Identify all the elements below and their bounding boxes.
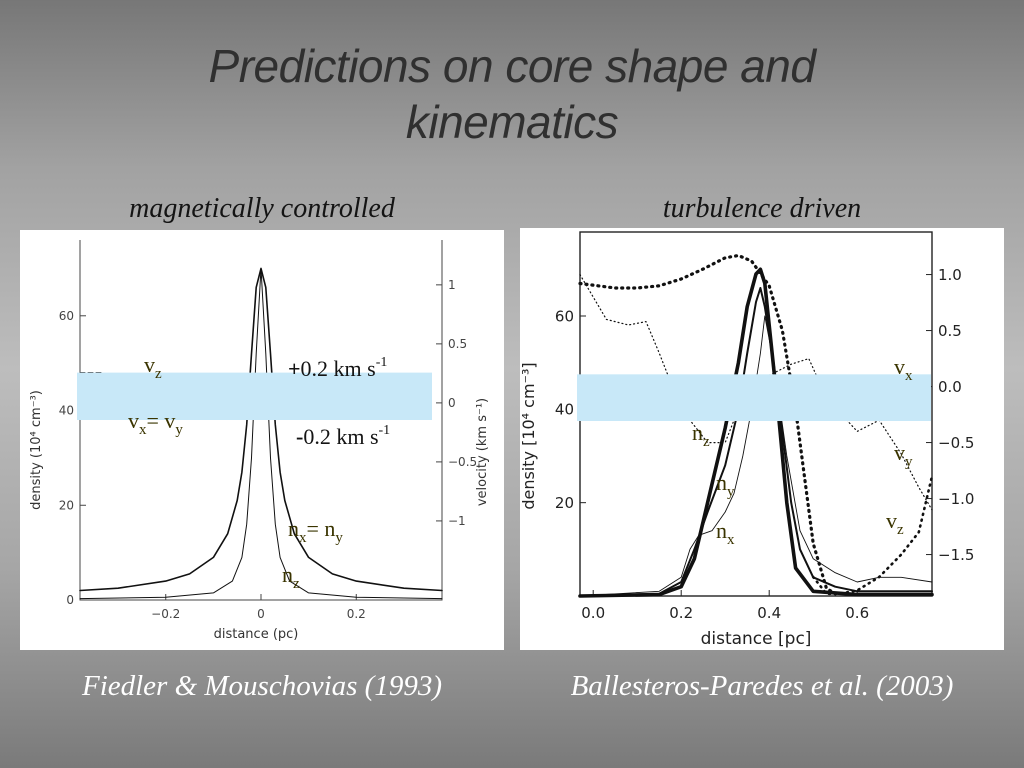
right-ny-label: ny [716, 470, 735, 500]
right-subtitle: turbulence driven [662, 193, 862, 224]
y-tick-label: 40 [555, 401, 574, 419]
y2-tick-label: −1 [448, 514, 466, 528]
right-chart-svg: 0.0 0.2 0.4 0.6204060−1.5−1.0−0.50.00.51.0 … [520, 231, 974, 649]
left-chart-lines [79, 267, 443, 600]
x-tick-label: 0 [257, 607, 265, 621]
left-chart-axes: −0.2 0 0.2 0 20 40 60 −1 −0.5 0 0.5 1 [59, 240, 477, 621]
y-tick-label: 40 [59, 404, 74, 418]
right-chart-axes: 0.0 0.2 0.4 0.6 20 40 60 −1.5 −1.0 −0.5 0.0 0.5 1.0 [555, 231, 974, 622]
left-chart-svg: −0.2 0 0.2 0 20 40 60 −1 −0.5 0 0.5 1 density (10⁴ … [29, 240, 490, 642]
right-xlabel: distance [pc] [701, 629, 812, 649]
left-chart-panel: −0.2 0 0.2 0 20 40 60 −1 −0.5 0 0.5 1 density (10⁴ … [20, 230, 504, 650]
y2-tick-label: 0.5 [938, 322, 962, 340]
slide-title: Predictions on core shape and kinematics [112, 38, 912, 150]
y-tick-label: 60 [59, 309, 74, 323]
series-line-ny [579, 287, 933, 597]
series-line-nz [578, 267, 934, 598]
y2-tick-label: −0.5 [938, 434, 974, 452]
right-overlay-band [577, 374, 931, 421]
left-vz-label: vz [144, 352, 162, 382]
y2-tick-label: 0.0 [938, 378, 962, 396]
left-nx-ny-label: nx= ny [288, 516, 343, 546]
series-line-vx [578, 253, 837, 596]
left-nz-label: nz [282, 562, 300, 592]
x-tick-label: 0.2 [347, 607, 366, 621]
left-plus-velocity-label: +0.2 km s-1 [288, 355, 387, 381]
left-overlay-band [77, 372, 432, 420]
y2-tick-label: −0.5 [448, 455, 477, 469]
y2-tick-label: −1.0 [938, 490, 974, 508]
left-xlabel: distance (pc) [214, 627, 299, 642]
left-citation: Fiedler & Mouschovias (1993) [81, 670, 442, 702]
x-tick-label: 0.4 [757, 604, 781, 622]
right-vy-label: vy [894, 440, 913, 470]
x-tick-label: 0.0 [581, 604, 605, 622]
y2-tick-label: 0.5 [448, 337, 467, 351]
x-tick-label: 0.2 [669, 604, 693, 622]
right-citation: Ballesteros-Paredes et al. (2003) [570, 670, 954, 702]
series-line-vz [811, 474, 934, 596]
x-tick-label: 0.6 [845, 604, 869, 622]
right-chart-panel: 0.0 0.2 0.4 0.6 20 40 60 −1.5 −1.0 −0.5 0.0 0.5 1.0 … [520, 228, 1004, 650]
series-line-nz [79, 267, 443, 600]
y2-tick-label: −1.5 [938, 546, 974, 564]
right-chart-lines [578, 253, 934, 598]
series-line-nx [579, 315, 933, 597]
slide-title-line2: kinematics [405, 96, 619, 148]
y2-tick-label: 1 [448, 278, 456, 292]
y-tick-label: 20 [59, 498, 74, 512]
x-tick-label: −0.2 [151, 607, 180, 621]
slide-title-line1: Predictions on core shape and [208, 40, 816, 92]
left-y2label: velocity (km s⁻¹) [475, 398, 490, 506]
right-ylabel: density [10⁴ cm⁻³] [520, 362, 538, 509]
left-minus-velocity-label: -0.2 km s-1 [296, 423, 390, 449]
left-ylabel: density (10⁴ cm⁻³) [29, 390, 44, 510]
right-vx-label: vx [894, 354, 913, 384]
right-vz-label: vz [886, 508, 904, 538]
right-nx-label: nx [716, 518, 735, 548]
left-vx-vy-label: vx= vy [128, 408, 183, 438]
y-tick-label: 20 [555, 494, 574, 512]
y2-tick-label: 0 [448, 396, 456, 410]
y-tick-label: 0 [66, 593, 74, 607]
right-nz-label: nz [692, 420, 710, 450]
y2-tick-label: 1.0 [938, 266, 962, 284]
y-tick-label: 60 [555, 307, 574, 325]
left-subtitle: magnetically controlled [129, 193, 395, 224]
